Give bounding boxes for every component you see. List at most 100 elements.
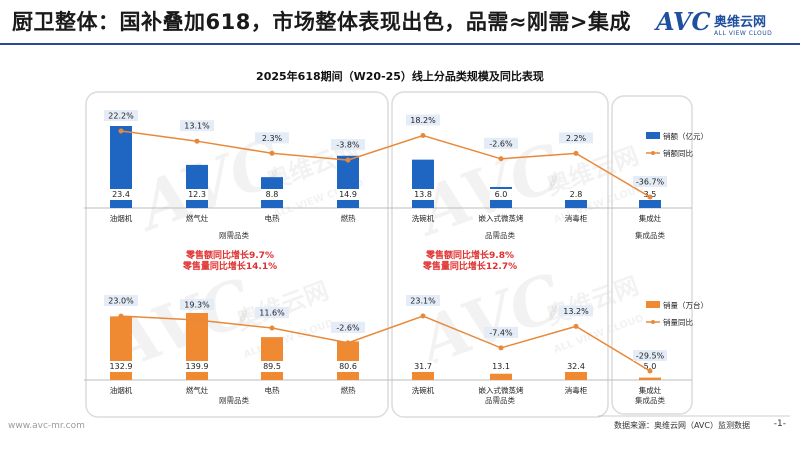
yoy-value-label: 18.2% [410,116,436,125]
category-tick-label: 集成灶 [639,385,662,395]
yoy-label-bg [180,298,214,310]
yoy-value-label: 19.3% [184,300,210,309]
category-tick-label: 消毒柜 [565,385,588,395]
bar-value-label: 12.3 [188,190,206,199]
bar [110,126,132,208]
yoy-point [345,157,351,163]
bar-value-label: 31.7 [414,362,432,371]
bar-value-label-bg [261,361,283,372]
category-tick-label: 燃气灶 [186,213,209,223]
category-tick-label: 燃热 [341,385,356,395]
category-tick-label: 嵌入式微蒸烤 [479,213,524,223]
logo-english-name: ALL VIEW CLOUD [714,30,773,37]
bar-value-label-bg [110,361,132,372]
bar [639,377,661,380]
bar-value-label: 139.9 [186,362,209,371]
brand-logo: AVC 奥维云网 ALL VIEW CLOUD [656,5,786,41]
yoy-point [269,150,275,156]
category-tick-label: 电热 [265,385,280,395]
category-tick-label: 油烟机 [110,213,133,223]
bar-value-label: 80.6 [339,362,357,371]
yoy-label-bg [633,350,667,361]
bar [186,164,208,208]
bar-value-label-bg [565,361,587,372]
yoy-value-label: 22.2% [108,112,134,121]
data-source-note: 数据来源：奥维云网（AVC）监测数据 [613,421,750,430]
legend-bar-label: 销量（万台） [663,300,708,310]
yoy-value-label: -2.6% [336,323,360,332]
page-number: -1- [773,419,786,429]
yoy-label-bg [104,110,138,121]
bar-value-label-bg [412,361,434,372]
yoy-point [420,313,426,319]
legend-line-marker [651,151,655,155]
yoy-point [498,345,504,351]
bar-value-label: 6.0 [495,190,508,199]
bar [337,341,359,380]
group-frame [391,91,609,418]
footer-url[interactable]: www.avc-mr.com [8,421,85,431]
legend-bar-swatch [646,301,660,308]
yoy-line [120,130,651,198]
legend-bar-label: 销额（亿元） [663,131,708,141]
category-tick-label: 燃气灶 [186,385,209,395]
yoy-value-label: -2.6% [489,139,513,148]
bar-value-label: 32.4 [567,362,585,371]
growth-annotation: 零售额同比增长9.7% [185,249,274,261]
yoy-value-label: 23.0% [108,297,134,306]
yoy-value-label: 2.3% [262,134,283,143]
yoy-label-bg [104,295,138,307]
yoy-value-label: 2.2% [566,134,587,143]
group-label: 品需品类 [485,395,515,405]
yoy-label-bg [180,120,214,132]
yoy-point [573,150,579,156]
bar [565,198,587,208]
yoy-value-label: -29.5% [636,352,665,361]
yoy-label-bg [406,114,440,126]
legend-line-label: 销额同比 [663,148,693,158]
bar-value-label: 13.8 [414,190,432,199]
yoy-point [118,313,124,319]
category-tick-label: 洗碗机 [412,385,435,395]
bar-value-label-bg [639,361,661,372]
bar-value-label-bg [490,189,512,200]
group-label: 刚需品类 [219,230,249,240]
chart-title: 2025年618期间（W20-25）线上分品类规模及同比表现 [256,70,544,83]
bar-value-label: 13.1 [492,362,510,371]
yoy-label-bg [331,139,365,151]
bar-value-label: 2.8 [570,190,583,199]
yoy-point [420,132,426,138]
bar-value-label-bg [186,189,208,200]
yoy-label-bg [406,295,440,306]
bar-value-label-bg [110,189,132,200]
yoy-label-bg [255,132,289,144]
yoy-line [120,315,651,372]
yoy-point [498,156,504,162]
group-label: 集成品类 [635,395,665,405]
page-title: 厨卫整体：国补叠加618，市场整体表现出色，品需≈刚需>集成 [12,10,632,34]
group-frame [611,95,693,415]
bar-value-label-bg [261,189,283,200]
legend-line-label: 销量同比 [663,317,693,327]
yoy-point [647,368,653,374]
growth-annotation: 零售量同比增长12.7% [422,260,517,272]
yoy-label-bg [484,137,518,149]
yoy-label-bg [484,326,518,338]
bar-value-label: 132.9 [110,362,133,371]
yoy-value-label: -36.7% [636,178,665,187]
bar-value-label: 89.5 [263,362,281,371]
yoy-value-label: -7.4% [489,328,513,337]
logo-chinese-name: 奥维云网 [714,15,767,30]
bar-value-label-bg [337,361,359,372]
yoy-point [573,323,579,329]
logo-mark: AVC [656,7,711,36]
bar-value-label: 8.8 [266,190,279,199]
yoy-point [647,194,653,200]
yoy-value-label: 13.2% [563,307,589,316]
yoy-label-bg [331,321,365,333]
category-tick-label: 集成灶 [639,213,662,223]
yoy-point [269,325,275,331]
category-tick-label: 洗碗机 [412,213,435,223]
yoy-point [118,128,124,134]
legend-bar-swatch [646,132,660,139]
